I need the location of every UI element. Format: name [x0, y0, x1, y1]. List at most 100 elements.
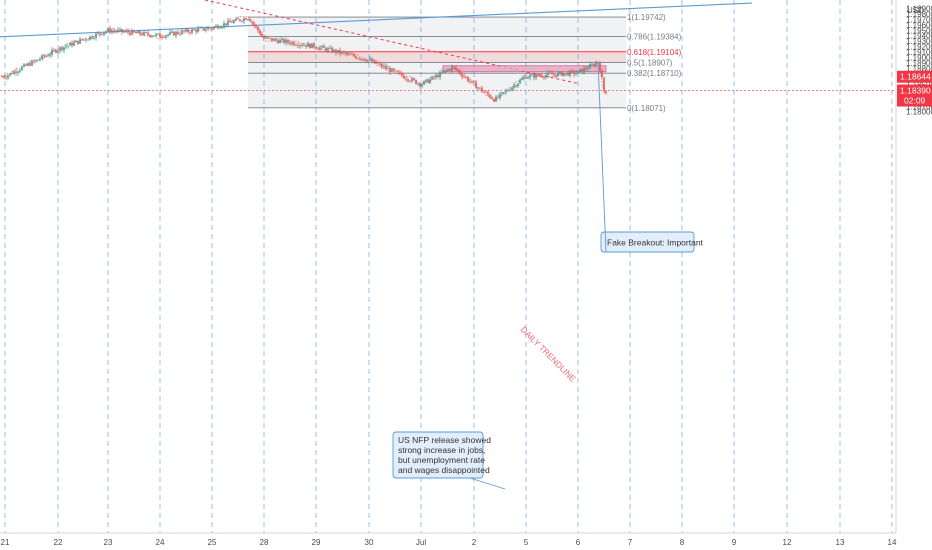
- candle-body: [561, 71, 563, 76]
- candle-body: [101, 33, 103, 35]
- candle-body: [37, 59, 39, 61]
- candle-body: [81, 39, 83, 41]
- candle-body: [419, 83, 421, 87]
- current-price-tag-text: 1.18644: [900, 72, 931, 82]
- candle-body: [277, 40, 279, 43]
- candle-body: [523, 77, 525, 79]
- y-tick-label: 1.18000: [906, 108, 932, 117]
- candle-body: [111, 30, 113, 33]
- candle-body: [271, 38, 273, 41]
- candle-body: [397, 70, 399, 73]
- candle-body: [17, 71, 19, 73]
- fib-level-label: 1(1.19742): [627, 13, 666, 22]
- resistance-zone[interactable]: [442, 65, 607, 73]
- candle-body: [565, 72, 567, 74]
- fib-golden-zone: [248, 51, 626, 63]
- candle-body: [501, 92, 503, 94]
- candle-body: [481, 87, 483, 92]
- candle-body: [183, 30, 185, 32]
- x-tick-label: 2: [472, 538, 477, 547]
- candle-body: [45, 55, 47, 57]
- candle-body: [193, 29, 195, 31]
- y-tick-label: 1.18800: [906, 64, 932, 73]
- fib-level-label: 0.382(1.18710): [627, 69, 682, 78]
- candle-body: [59, 47, 61, 51]
- candle-body: [309, 43, 311, 48]
- candle-body: [161, 37, 163, 38]
- candle-body: [43, 55, 45, 57]
- candle-body: [427, 79, 429, 83]
- candle-body: [457, 69, 459, 72]
- x-tick-label: 22: [54, 538, 63, 547]
- candle-body: [417, 83, 419, 85]
- candle-body: [365, 60, 367, 62]
- nfp-pointer: [469, 477, 506, 490]
- candle-body: [341, 51, 343, 54]
- candle-body: [405, 78, 407, 80]
- candle-body: [591, 64, 593, 65]
- candle-body: [491, 97, 493, 99]
- y-tick-label: 1.19000: [906, 53, 932, 62]
- fake-breakout-text: Fake Breakout: Important: [607, 238, 704, 248]
- candle-body: [445, 70, 447, 72]
- candle-body: [553, 74, 555, 76]
- candle-body: [483, 91, 485, 93]
- candle-body: [265, 37, 267, 39]
- candle-body: [165, 35, 167, 38]
- candle-body: [289, 42, 291, 45]
- candle-body: [291, 42, 293, 45]
- candle-body: [125, 30, 127, 32]
- candle-body: [243, 18, 245, 22]
- candle-body: [459, 71, 461, 75]
- candle-body: [387, 68, 389, 69]
- candle-body: [581, 69, 583, 73]
- candle-body: [151, 36, 153, 37]
- candle-body: [197, 28, 199, 32]
- candle-body: [47, 55, 49, 57]
- candle-body: [105, 31, 107, 33]
- candle-body: [353, 54, 355, 57]
- candle-body: [473, 80, 475, 83]
- candle-body: [579, 69, 581, 71]
- y-tick-label: 1.19200: [906, 43, 932, 52]
- candle-body: [163, 37, 165, 38]
- candle-body: [357, 58, 359, 60]
- candle-body: [49, 54, 51, 56]
- candle-body: [99, 32, 101, 34]
- candle-body: [57, 50, 59, 53]
- candle-body: [505, 90, 507, 93]
- candle-body: [463, 76, 465, 78]
- y-tick-label: 1.19800: [906, 10, 932, 19]
- candle-body: [287, 39, 289, 43]
- fake-breakout-callout[interactable]: [600, 231, 695, 253]
- candle-body: [423, 81, 425, 85]
- candle-body: [269, 37, 271, 39]
- candle-body: [439, 72, 441, 78]
- candle-body: [583, 68, 585, 73]
- candle-body: [551, 73, 553, 75]
- candle-body: [19, 70, 21, 72]
- candle-body: [537, 74, 539, 76]
- x-tick-label: 21: [1, 538, 10, 547]
- candle-body: [213, 26, 215, 29]
- nfp-text-line: US NFP release showed: [398, 435, 491, 445]
- candle-body: [227, 20, 229, 26]
- candle-body: [549, 72, 551, 74]
- currency-label: USD: [907, 6, 924, 15]
- candle-body: [205, 29, 207, 31]
- candle-body: [61, 47, 63, 51]
- candle-body: [177, 32, 179, 34]
- candle-body: [323, 45, 325, 48]
- nfp-callout[interactable]: [392, 431, 484, 479]
- candle-body: [381, 63, 383, 67]
- candle-body: [55, 50, 57, 53]
- fib-level-label: 0.618(1.19104): [627, 48, 682, 57]
- current-price-tag: [897, 70, 932, 83]
- candle-body: [569, 70, 571, 76]
- candle-body: [33, 60, 35, 62]
- candle-body: [521, 78, 523, 81]
- candle-body: [123, 31, 125, 33]
- candle-body: [531, 74, 533, 75]
